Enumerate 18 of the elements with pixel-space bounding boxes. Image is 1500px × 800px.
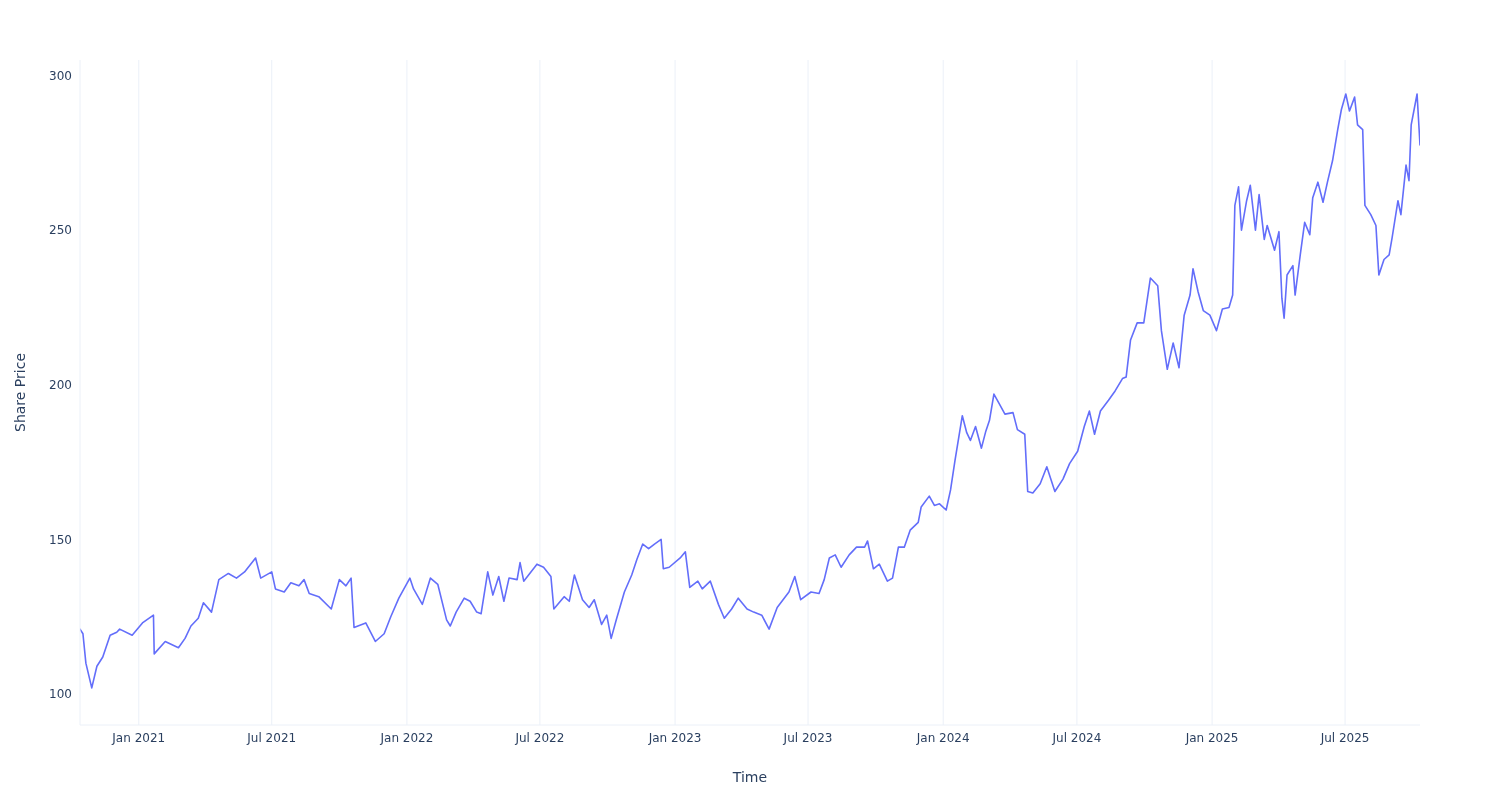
x-tick-label: Jul 2025 [1319,730,1370,745]
y-tick-label: 250 [49,223,72,238]
y-tick-label: 300 [49,68,72,83]
y-tick-label: 150 [49,532,72,547]
line-series [80,93,1420,689]
x-tick-label: Jan 2023 [647,730,702,745]
x-tick-label: Jul 2022 [514,730,565,745]
y-axis-title: Share Price [11,352,28,433]
x-tick-label: Jan 2021 [111,730,166,745]
x-tick-label: Jan 2025 [1184,730,1239,745]
x-tick-label: Jan 2024 [915,730,970,745]
y-tick-label: 200 [49,378,72,393]
y-tick-label: 100 [49,687,72,702]
x-axis-title: Time [731,769,768,785]
x-tick-label: Jul 2024 [1051,730,1102,745]
x-tick-label: Jul 2023 [782,730,833,745]
x-tick-label: Jan 2022 [379,730,434,745]
x-tick-label: Jul 2021 [246,730,297,745]
